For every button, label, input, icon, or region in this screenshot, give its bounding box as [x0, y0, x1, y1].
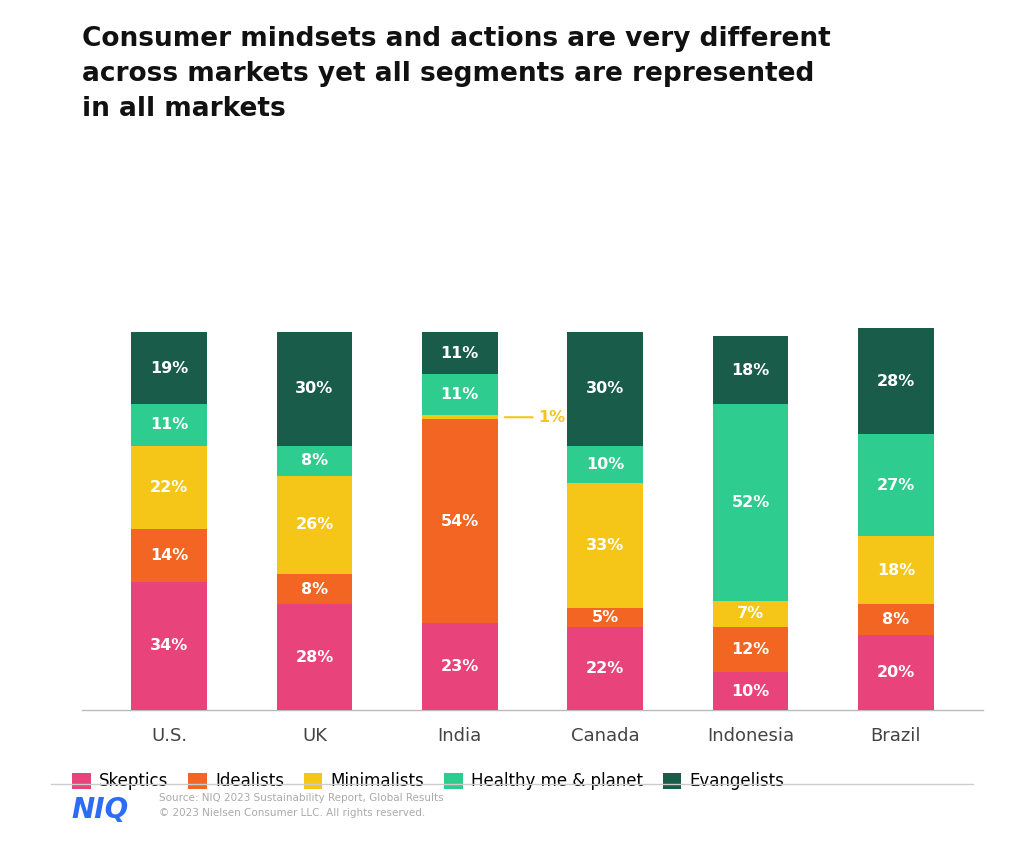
- Bar: [858, 635, 934, 710]
- Text: 10%: 10%: [586, 457, 625, 472]
- Bar: [422, 416, 498, 419]
- Bar: [276, 604, 352, 710]
- Bar: [131, 446, 207, 529]
- Text: 20%: 20%: [877, 665, 915, 680]
- Text: 23%: 23%: [440, 659, 479, 674]
- Text: 28%: 28%: [295, 650, 334, 665]
- Text: 5%: 5%: [592, 610, 618, 625]
- Text: 28%: 28%: [877, 374, 915, 389]
- Text: 18%: 18%: [877, 563, 915, 578]
- Bar: [567, 446, 643, 483]
- Bar: [858, 604, 934, 635]
- Bar: [713, 336, 788, 404]
- Bar: [131, 333, 207, 404]
- Text: 10%: 10%: [731, 684, 770, 699]
- Text: Source: NIQ 2023 Sustainability Report, Global Results
© 2023 Nielsen Consumer L: Source: NIQ 2023 Sustainability Report, …: [159, 793, 443, 818]
- Text: 11%: 11%: [440, 387, 479, 402]
- Text: 11%: 11%: [150, 417, 188, 432]
- Text: 14%: 14%: [150, 547, 188, 563]
- Legend: Skeptics, Idealists, Minimalists, Healthy me & planet, Evangelists: Skeptics, Idealists, Minimalists, Health…: [73, 772, 784, 791]
- Text: 30%: 30%: [295, 381, 334, 397]
- Bar: [713, 404, 788, 600]
- Bar: [131, 582, 207, 710]
- Text: 54%: 54%: [440, 514, 479, 528]
- Bar: [131, 404, 207, 446]
- Text: Consumer mindsets and actions are very different
across markets yet all segments: Consumer mindsets and actions are very d…: [82, 26, 830, 122]
- Bar: [422, 624, 498, 710]
- Text: 26%: 26%: [295, 518, 334, 533]
- Text: 11%: 11%: [440, 346, 479, 360]
- Bar: [567, 483, 643, 608]
- Bar: [713, 627, 788, 672]
- Bar: [276, 333, 352, 446]
- Text: 22%: 22%: [150, 480, 188, 494]
- Text: 8%: 8%: [301, 582, 328, 597]
- Bar: [567, 608, 643, 627]
- Text: 1%: 1%: [505, 410, 565, 424]
- Text: 7%: 7%: [737, 606, 764, 621]
- Bar: [131, 529, 207, 582]
- Bar: [422, 374, 498, 416]
- Text: 12%: 12%: [731, 643, 770, 657]
- Bar: [858, 536, 934, 604]
- Text: 8%: 8%: [301, 453, 328, 469]
- Text: 34%: 34%: [150, 638, 188, 653]
- Bar: [422, 419, 498, 624]
- Bar: [858, 328, 934, 434]
- Text: 52%: 52%: [731, 494, 770, 510]
- Bar: [276, 574, 352, 604]
- Text: 33%: 33%: [586, 539, 625, 553]
- Text: 27%: 27%: [877, 478, 915, 493]
- Text: 8%: 8%: [883, 612, 909, 627]
- Bar: [276, 475, 352, 574]
- Bar: [422, 333, 498, 374]
- Bar: [567, 333, 643, 446]
- Text: 18%: 18%: [731, 363, 770, 378]
- Bar: [713, 600, 788, 627]
- Text: 30%: 30%: [586, 381, 625, 397]
- Bar: [567, 627, 643, 710]
- Bar: [276, 446, 352, 475]
- Text: NIQ: NIQ: [72, 796, 129, 824]
- Bar: [858, 434, 934, 536]
- Bar: [713, 672, 788, 710]
- Text: 22%: 22%: [586, 661, 625, 676]
- Text: 19%: 19%: [150, 360, 188, 376]
